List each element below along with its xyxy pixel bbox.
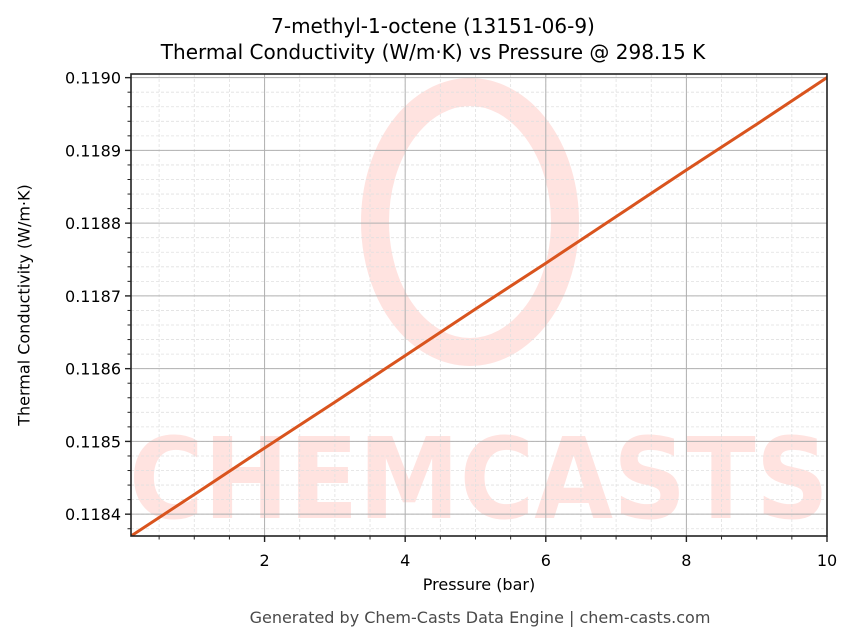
x-tick-label: 10: [817, 551, 837, 570]
series-line: [131, 75, 827, 536]
x-axis-ticks: 2 4 6 8 10: [158, 536, 837, 570]
x-axis-label: Pressure (bar): [422, 575, 536, 594]
y-axis-ticks: 0.1184 0.1185 0.1186 0.1187 0.1188 0.1189 0.11…: [65, 69, 131, 530]
y-tick-label: 0.1190: [65, 69, 121, 88]
y-tick-label: 0.1185: [65, 432, 121, 451]
chemcasts-watermark: CHEMCASTS: [129, 78, 829, 545]
y-tick-label: 0.1184: [65, 505, 121, 524]
y-tick-label: 0.1187: [65, 287, 121, 306]
footer-credit: Generated by Chem-Casts Data Engine | ch…: [249, 608, 711, 627]
x-tick-label: 8: [681, 551, 691, 570]
x-tick-label: 6: [541, 551, 551, 570]
plot-frame: [130, 73, 828, 537]
chart-title: 7-methyl-1-octene (13151-06-9): [271, 14, 595, 38]
y-tick-label: 0.1189: [65, 141, 121, 160]
data-series: [131, 75, 827, 536]
y-tick-label: 0.1186: [65, 360, 121, 379]
watermark-text: CHEMCASTS: [129, 415, 829, 545]
y-axis-label: Thermal Conductivity (W/m·K): [14, 184, 34, 426]
watermark-ring-icon: [361, 78, 579, 366]
x-tick-label: 4: [400, 551, 410, 570]
y-tick-label: 0.1188: [65, 214, 121, 233]
x-tick-label: 2: [259, 551, 269, 570]
chart-subtitle: Thermal Conductivity (W/m·K) vs Pressure…: [160, 40, 706, 64]
